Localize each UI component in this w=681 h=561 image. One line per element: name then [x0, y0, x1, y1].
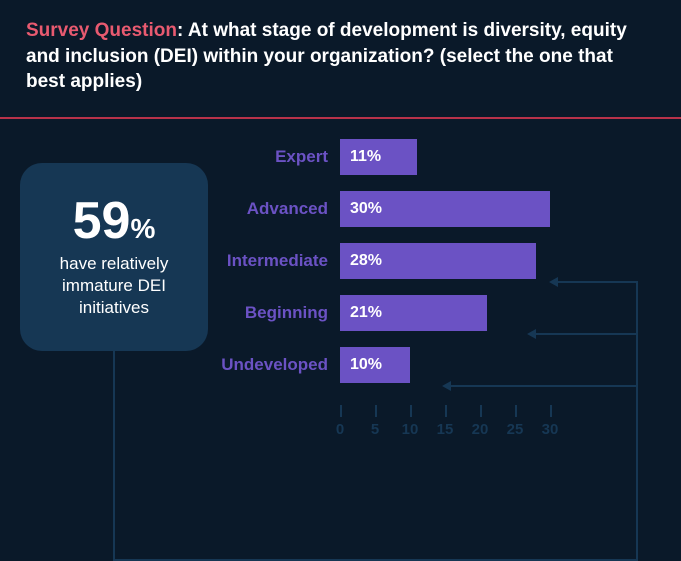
bracket-line	[450, 385, 638, 387]
axis-tick-label: 5	[371, 421, 379, 438]
bar-value: 10%	[350, 356, 382, 374]
axis-tick-label: 30	[542, 421, 559, 438]
bar-label: Beginning	[130, 303, 340, 323]
chart-body: 59% have relatively immature DEI initiat…	[0, 119, 681, 549]
axis-tick	[515, 405, 517, 417]
axis-tick	[445, 405, 447, 417]
bar-fill: 21%	[340, 295, 487, 331]
x-axis: 051015202530	[340, 405, 580, 445]
axis-tick-label: 10	[402, 421, 419, 438]
axis-tick-label: 20	[472, 421, 489, 438]
bar-row: Undeveloped 10%	[130, 347, 560, 383]
axis-tick	[410, 405, 412, 417]
bar-row: Expert 11%	[130, 139, 560, 175]
bar-fill: 30%	[340, 191, 550, 227]
callout-value: 59	[73, 192, 131, 250]
bar-value: 30%	[350, 200, 382, 218]
axis-tick-label: 0	[336, 421, 344, 438]
arrow-left-icon	[549, 277, 558, 287]
bracket-line	[557, 281, 637, 283]
axis-tick	[480, 405, 482, 417]
bar-row: Advanced 30%	[130, 191, 560, 227]
bar-chart: Expert 11% Advanced 30% Intermediate 28%	[130, 139, 560, 399]
bar-fill: 10%	[340, 347, 410, 383]
bar-track: 30%	[340, 191, 560, 227]
bar-label: Intermediate	[130, 251, 340, 271]
bracket-line	[636, 281, 638, 561]
axis-tick-label: 25	[507, 421, 524, 438]
axis-tick-label: 15	[437, 421, 454, 438]
connector-line	[113, 351, 115, 559]
survey-question-text: Survey Question: At what stage of develo…	[26, 18, 655, 95]
bar-value: 11%	[350, 148, 381, 166]
bar-fill: 28%	[340, 243, 536, 279]
bar-value: 28%	[350, 252, 382, 270]
bar-fill: 11%	[340, 139, 417, 175]
bar-label: Undeveloped	[130, 355, 340, 375]
arrow-left-icon	[527, 329, 536, 339]
question-label: Survey Question	[26, 20, 177, 41]
bracket-line	[535, 333, 637, 335]
header: Survey Question: At what stage of develo…	[0, 0, 681, 119]
axis-tick	[375, 405, 377, 417]
axis-tick	[550, 405, 552, 417]
bar-label: Expert	[130, 147, 340, 167]
bar-row: Beginning 21%	[130, 295, 560, 331]
bar-track: 10%	[340, 347, 560, 383]
bar-track: 21%	[340, 295, 560, 331]
bar-track: 28%	[340, 243, 560, 279]
bar-track: 11%	[340, 139, 560, 175]
arrow-left-icon	[442, 381, 451, 391]
axis-tick	[340, 405, 342, 417]
bar-value: 21%	[350, 304, 382, 322]
bar-row: Intermediate 28%	[130, 243, 560, 279]
bar-label: Advanced	[130, 199, 340, 219]
